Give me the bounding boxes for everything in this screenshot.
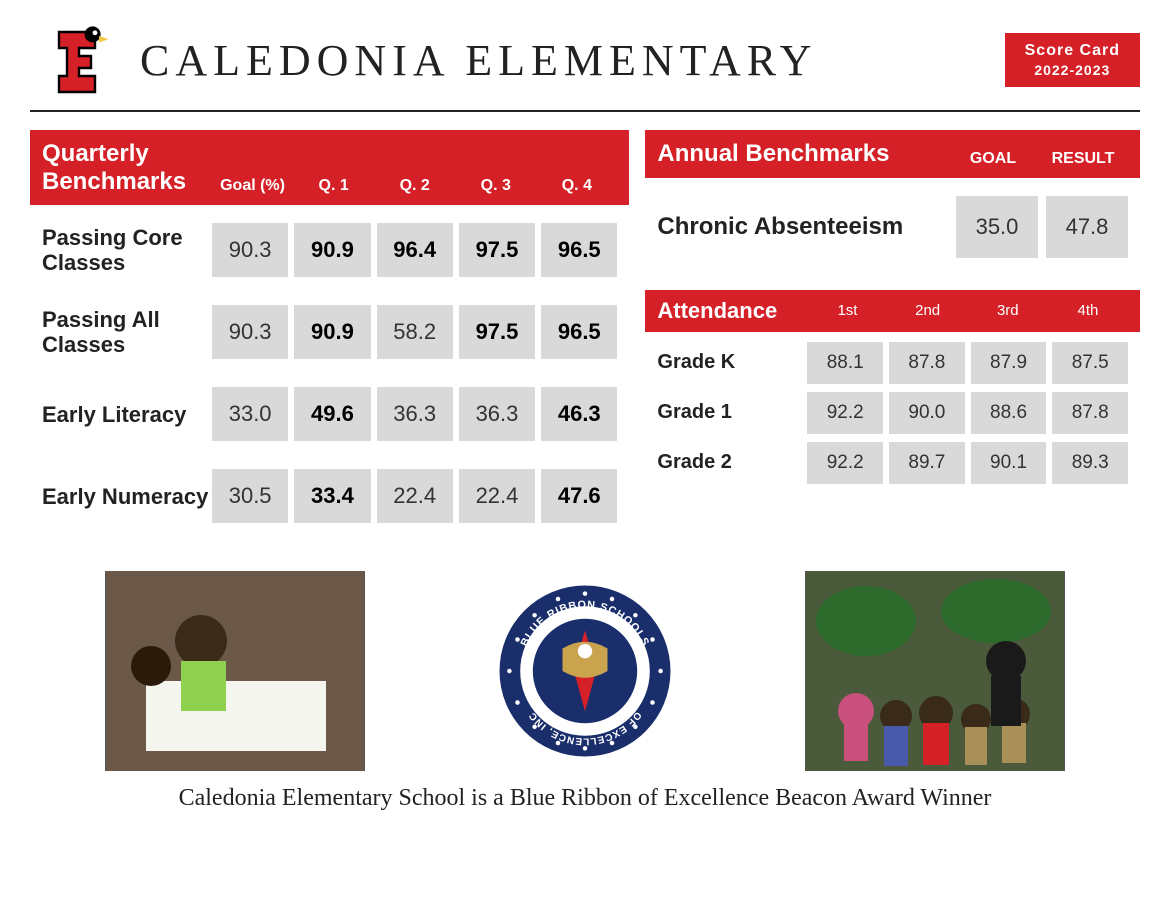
scorecard-year: 2022-2023: [1025, 61, 1120, 79]
annual-columns: GOAL RESULT: [948, 150, 1128, 168]
attendance-columns: 1st 2nd 3rd 4th: [807, 302, 1128, 319]
footer-images: BLUE RIBBON SCHOOLS OF EXCELLENCE, INC: [30, 571, 1140, 771]
data-cell: 89.3: [1052, 442, 1128, 484]
scorecard-label: Score Card: [1025, 41, 1120, 62]
data-cell: 96.5: [541, 305, 617, 359]
attendance-row: Grade 292.289.790.189.3: [657, 438, 1128, 488]
data-cell: 87.8: [1052, 392, 1128, 434]
annual-body: Chronic Absenteeism 35.0 47.8: [645, 178, 1140, 276]
attendance-cells: 88.187.887.987.5: [807, 342, 1128, 384]
data-cell: 87.9: [971, 342, 1047, 384]
data-cell: 30.5: [212, 469, 288, 523]
data-cell: 87.5: [1052, 342, 1128, 384]
data-cell: 33.4: [294, 469, 370, 523]
data-cell: 90.9: [294, 305, 370, 359]
quarterly-panel: Quarterly Benchmarks Goal (%) Q. 1 Q. 2 …: [30, 130, 629, 547]
data-cell: 90.3: [212, 223, 288, 277]
data-cell: 87.8: [889, 342, 965, 384]
attendance-row: Grade 192.290.088.687.8: [657, 388, 1128, 438]
quarterly-row: Early Numeracy30.533.422.422.447.6: [42, 455, 617, 537]
data-cell: 46.3: [541, 387, 617, 441]
quarterly-row-label: Passing All Classes: [42, 307, 212, 358]
quarterly-cells: 90.390.958.297.596.5: [212, 305, 617, 359]
annual-goal-cell: 35.0: [956, 196, 1038, 258]
data-cell: 88.6: [971, 392, 1047, 434]
attendance-body: Grade K88.187.887.987.5Grade 192.290.088…: [645, 332, 1140, 498]
quarterly-title: Quarterly Benchmarks: [42, 140, 212, 195]
data-cell: 90.1: [971, 442, 1047, 484]
col-result: RESULT: [1038, 150, 1128, 168]
data-cell: 90.0: [889, 392, 965, 434]
quarterly-columns: Goal (%) Q. 1 Q. 2 Q. 3 Q. 4: [212, 177, 617, 195]
annual-row-label: Chronic Absenteeism: [657, 213, 956, 241]
attendance-cells: 92.290.088.687.8: [807, 392, 1128, 434]
data-cell: 49.6: [294, 387, 370, 441]
col-q3: Q. 3: [455, 177, 536, 195]
annual-cells: 35.0 47.8: [956, 196, 1128, 258]
data-cell: 90.3: [212, 305, 288, 359]
quarterly-row-label: Passing Core Classes: [42, 225, 212, 276]
data-cell: 33.0: [212, 387, 288, 441]
right-photo: [805, 571, 1065, 771]
quarterly-cells: 90.390.996.497.596.5: [212, 223, 617, 277]
quarterly-body: Passing Core Classes90.390.996.497.596.5…: [30, 205, 629, 547]
annual-header: Annual Benchmarks GOAL RESULT: [645, 130, 1140, 178]
col-q2: Q. 2: [374, 177, 455, 195]
attendance-cells: 92.289.790.189.3: [807, 442, 1128, 484]
data-cell: 97.5: [459, 223, 535, 277]
data-cell: 36.3: [459, 387, 535, 441]
quarterly-cells: 33.049.636.336.346.3: [212, 387, 617, 441]
right-column: Annual Benchmarks GOAL RESULT Chronic Ab…: [645, 130, 1140, 547]
data-cell: 22.4: [459, 469, 535, 523]
left-photo: [105, 571, 365, 771]
quarterly-row: Passing All Classes90.390.958.297.596.5: [42, 291, 617, 373]
col-goal: GOAL: [948, 150, 1038, 168]
data-cell: 89.7: [889, 442, 965, 484]
col-q1: Q. 1: [293, 177, 374, 195]
quarterly-row: Passing Core Classes90.390.996.497.596.5: [42, 209, 617, 291]
attendance-row-label: Grade 2: [657, 451, 807, 474]
page-header: CALEDONIA ELEMENTARY Score Card 2022-202…: [30, 20, 1140, 112]
data-cell: 36.3: [377, 387, 453, 441]
quarterly-row: Early Literacy33.049.636.336.346.3: [42, 373, 617, 455]
data-cell: 22.4: [377, 469, 453, 523]
attendance-row: Grade K88.187.887.987.5: [657, 338, 1128, 388]
school-title: CALEDONIA ELEMENTARY: [140, 35, 985, 86]
main-content: Quarterly Benchmarks Goal (%) Q. 1 Q. 2 …: [30, 130, 1140, 547]
data-cell: 92.2: [807, 442, 883, 484]
footer-caption: Caledonia Elementary School is a Blue Ri…: [30, 785, 1140, 812]
quarterly-cells: 30.533.422.422.447.6: [212, 469, 617, 523]
attendance-panel: Attendance 1st 2nd 3rd 4th Grade K88.187…: [645, 290, 1140, 498]
attendance-row-label: Grade K: [657, 351, 807, 374]
annual-title: Annual Benchmarks: [657, 140, 948, 168]
data-cell: 90.9: [294, 223, 370, 277]
blue-ribbon-seal: BLUE RIBBON SCHOOLS OF EXCELLENCE, INC: [495, 581, 675, 761]
page-footer: BLUE RIBBON SCHOOLS OF EXCELLENCE, INC C…: [30, 571, 1140, 812]
data-cell: 96.4: [377, 223, 453, 277]
col-2nd: 2nd: [888, 302, 968, 319]
col-1st: 1st: [807, 302, 887, 319]
data-cell: 92.2: [807, 392, 883, 434]
scorecard-badge: Score Card 2022-2023: [1005, 33, 1140, 88]
col-goal: Goal (%): [212, 177, 293, 195]
quarterly-row-label: Early Literacy: [42, 402, 212, 427]
school-logo: [30, 20, 120, 100]
quarterly-row-label: Early Numeracy: [42, 484, 212, 509]
data-cell: 88.1: [807, 342, 883, 384]
annual-result-cell: 47.8: [1046, 196, 1128, 258]
annual-panel: Annual Benchmarks GOAL RESULT Chronic Ab…: [645, 130, 1140, 276]
data-cell: 97.5: [459, 305, 535, 359]
col-q4: Q. 4: [536, 177, 617, 195]
col-4th: 4th: [1048, 302, 1128, 319]
data-cell: 47.6: [541, 469, 617, 523]
col-3rd: 3rd: [968, 302, 1048, 319]
quarterly-header: Quarterly Benchmarks Goal (%) Q. 1 Q. 2 …: [30, 130, 629, 205]
data-cell: 58.2: [377, 305, 453, 359]
attendance-header: Attendance 1st 2nd 3rd 4th: [645, 290, 1140, 332]
attendance-title: Attendance: [657, 298, 807, 324]
attendance-row-label: Grade 1: [657, 401, 807, 424]
data-cell: 96.5: [541, 223, 617, 277]
